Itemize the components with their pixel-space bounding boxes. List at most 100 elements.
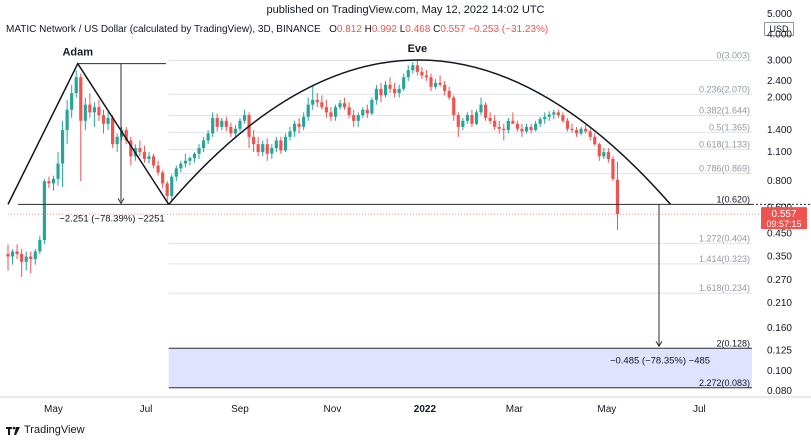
candle-body [574, 130, 579, 134]
x-tick-label: Mar [506, 404, 524, 415]
last-price-countdown: 09:57:15 [766, 219, 801, 229]
candle-body [270, 148, 274, 154]
fib-label: 1.618(0.234) [699, 283, 750, 293]
candle-body [252, 136, 256, 145]
x-tick-label: Sep [231, 404, 249, 415]
fib-label: 0(3.003) [716, 50, 750, 60]
candle-body [174, 168, 178, 177]
candle-body [256, 144, 260, 153]
candle-body [402, 77, 406, 89]
footer-brand[interactable]: TradingView [24, 424, 85, 436]
y-tick-label: 2.000 [767, 93, 792, 104]
candle-body [65, 109, 69, 131]
candle-body [233, 128, 238, 134]
candle-body [20, 253, 24, 262]
candle-body [479, 104, 483, 113]
candle-body [461, 120, 465, 127]
candle-body [370, 99, 374, 114]
candle-body [474, 112, 479, 124]
target-label: −0.485 (−78.35%) −485 [610, 356, 710, 367]
fib-label: 2(0.128) [716, 338, 750, 348]
candle-body [283, 136, 288, 151]
fib-label: 0.382(1.644) [699, 105, 750, 115]
x-tick-label: 2022 [414, 404, 437, 415]
symbol-title[interactable]: MATIC Network / US Dollar (calculated by… [6, 24, 321, 35]
candle-body [188, 158, 192, 161]
candle-body [406, 70, 410, 78]
y-tick-label: 5.000 [767, 9, 792, 20]
candle-body [156, 165, 160, 173]
target-arrow [655, 340, 663, 348]
y-tick-label: 0.450 [767, 229, 792, 240]
candle-body [443, 84, 447, 91]
candle-body [197, 148, 201, 154]
candle-body [201, 140, 206, 149]
fib-label: 1.272(0.404) [699, 233, 750, 243]
candle-body [497, 126, 501, 129]
candle-body [561, 115, 565, 121]
candle-body [151, 156, 156, 166]
y-tick-label: 1.400 [767, 125, 792, 136]
candle-body [170, 176, 174, 196]
candle-body [488, 117, 492, 121]
candle-body [543, 116, 547, 120]
eve-label: Eve [408, 43, 428, 55]
candle-body [347, 107, 351, 116]
target-zone [168, 347, 753, 389]
candle-body [238, 120, 242, 129]
candle-body [424, 75, 429, 78]
candle-body [529, 126, 533, 131]
candle-body [147, 156, 151, 159]
x-tick-label: Jul [140, 404, 153, 415]
fib-label: 1(0.620) [716, 194, 750, 204]
candle-body [606, 152, 610, 159]
candle-body [292, 123, 297, 132]
candle-body [438, 82, 442, 85]
candle-body [38, 239, 42, 252]
candle-body [342, 103, 347, 108]
candle-body [306, 104, 310, 117]
candle-body [124, 130, 128, 141]
candle-body [92, 107, 97, 113]
candle-body [165, 183, 169, 196]
y-tick-label: 0.210 [767, 298, 792, 309]
candle-body [220, 120, 224, 127]
candle-body [597, 144, 601, 157]
candle-body [534, 123, 538, 131]
candle-body [47, 181, 51, 184]
y-tick-label: 0.270 [767, 275, 792, 286]
candle-body [452, 97, 456, 116]
candle-body [242, 115, 247, 121]
footer: TradingView [6, 424, 85, 436]
pattern-drawings: Adam −2.251 (−78.39%) −2251 Eve −0.485 (−78… [7, 43, 811, 367]
currency-label[interactable]: USD [764, 22, 794, 36]
candle-body [261, 144, 265, 153]
fib-label: 0.5(1.365) [709, 122, 750, 132]
tradingview-logo-icon [6, 426, 20, 435]
candle-body [511, 120, 515, 124]
candle-body [615, 179, 620, 215]
x-tick-label: May [597, 404, 616, 415]
last-price-value: 0.557 [771, 209, 796, 220]
candle-body [106, 117, 110, 124]
candle-body [374, 88, 379, 100]
candle-body [420, 71, 424, 76]
adam-lines [7, 62, 170, 205]
candle-body [70, 93, 74, 110]
y-tick-label: 0.125 [767, 345, 792, 356]
candle-body [333, 107, 338, 117]
candle-body [29, 256, 33, 260]
candle-body [138, 148, 142, 153]
candle-body [593, 136, 597, 145]
candle-body [142, 152, 147, 159]
candle-body [483, 104, 488, 118]
candle-body [379, 88, 383, 96]
candle-body [60, 130, 65, 164]
candle-body [411, 65, 415, 71]
candle-body [465, 115, 469, 121]
candle-body [388, 84, 392, 89]
candle-body [211, 117, 215, 134]
candle-body [352, 115, 356, 121]
